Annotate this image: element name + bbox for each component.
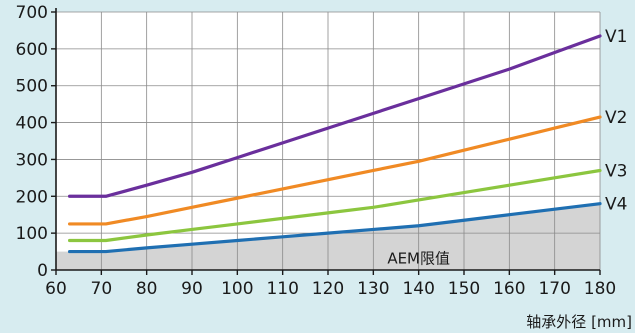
series-label-v3: V3: [605, 161, 627, 181]
x-tick-label: 100: [221, 279, 253, 299]
series-line-v3: [67, 168, 602, 243]
label-layer: V1 V2 V3 V4 0 100 200 300 400 500 600 700 60 70 80 90 10…: [16, 3, 628, 299]
y-tick-label: 100: [16, 224, 48, 244]
x-tick-label: 80: [136, 279, 158, 299]
x-tick-label: 150: [448, 279, 480, 299]
y-tick-label: 300: [16, 150, 48, 170]
x-tick-label: 110: [266, 279, 298, 299]
y-tick-label: 200: [16, 187, 48, 207]
y-tick-label: 0: [37, 261, 48, 281]
shaded-region-label: AEM限值: [387, 249, 450, 267]
x-tick-label: 180: [584, 279, 616, 299]
series-line-v1: [67, 34, 602, 198]
x-tick-label: 140: [402, 279, 434, 299]
y-tick-label: 500: [16, 77, 48, 97]
x-tick-label: 60: [45, 279, 67, 299]
x-tick-label: 120: [312, 279, 344, 299]
y-tick-label: 600: [16, 40, 48, 60]
x-tick-label: 70: [91, 279, 113, 299]
series-layer: [67, 34, 602, 254]
y-tick-label: 400: [16, 114, 48, 134]
x-tick-label: 170: [538, 279, 570, 299]
axis-layer: [51, 8, 601, 275]
x-axis-title: 轴承外径 [mm]: [526, 313, 632, 331]
series-label-v2: V2: [605, 108, 627, 128]
x-tick-label: 90: [181, 279, 203, 299]
x-tick-label: 130: [357, 279, 389, 299]
x-tick-label: 160: [493, 279, 525, 299]
series-label-v4: V4: [605, 195, 627, 215]
series-line-v2: [67, 115, 602, 226]
y-tick-label: 700: [16, 3, 48, 23]
series-label-v1: V1: [605, 27, 627, 47]
series-line-v4: [67, 202, 602, 254]
